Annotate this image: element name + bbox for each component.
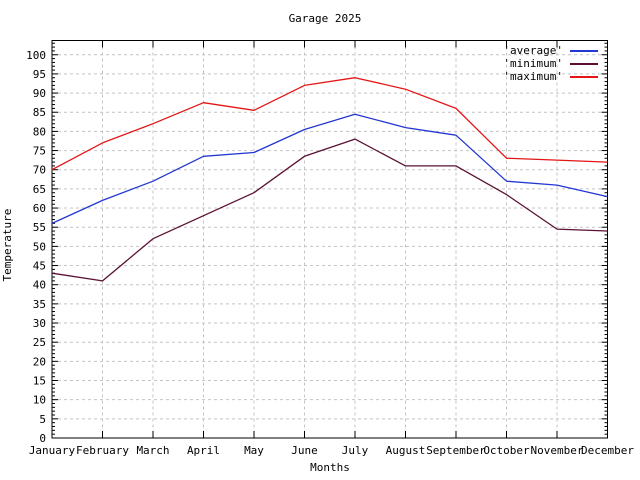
x-tick-labels: January February March April May June July Augu… xyxy=(29,444,635,457)
y-tick-label: 90 xyxy=(33,87,46,100)
legend-item-average: 'average' xyxy=(503,44,598,57)
x-tick-label: January xyxy=(29,444,76,457)
y-tick-label: 100 xyxy=(26,49,46,62)
y-tick-label: 75 xyxy=(33,145,46,158)
legend-label: 'maximum' xyxy=(503,70,563,83)
legend-label: 'average' xyxy=(503,44,563,57)
y-tick-label: 35 xyxy=(33,298,46,311)
x-tick-label: June xyxy=(291,444,318,457)
x-tick-label: September xyxy=(426,444,486,457)
series-line-minimum xyxy=(51,138,608,282)
y-tick-label: 80 xyxy=(33,125,46,138)
legend-line-sample xyxy=(570,49,598,52)
y-tick-label: 95 xyxy=(33,68,46,81)
x-tick-label: October xyxy=(483,444,530,457)
legend-line-sample xyxy=(570,62,598,65)
legend-label: 'minimum' xyxy=(503,57,563,70)
y-tick-label: 85 xyxy=(33,106,46,119)
series-line-maximum xyxy=(51,77,608,171)
y-tick-label: 5 xyxy=(39,413,46,426)
y-tick-label: 0 xyxy=(39,432,46,445)
x-tick-label: August xyxy=(386,444,426,457)
x-tick-label: July xyxy=(342,444,369,457)
x-tick-label: December xyxy=(581,444,634,457)
y-tick-label: 15 xyxy=(33,375,46,388)
legend-line-sample xyxy=(570,75,598,78)
x-axis-title: Months xyxy=(310,461,350,474)
legend-item-minimum: 'minimum' xyxy=(503,57,598,70)
legend-item-maximum: 'maximum' xyxy=(503,70,598,83)
x-tick-label: March xyxy=(136,444,169,457)
y-tick-label: 30 xyxy=(33,317,46,330)
y-tick-label: 60 xyxy=(33,202,46,215)
x-tick-label: April xyxy=(187,444,220,457)
axis-ticks xyxy=(51,40,608,439)
x-tick-label: February xyxy=(76,444,129,457)
y-tick-label: 25 xyxy=(33,336,46,349)
plot-border xyxy=(51,40,608,439)
y-tick-labels: 0 5 10 15 20 25 30 35 40 45 50 55 60 65 70 75 80 85 90 95 10… xyxy=(26,49,46,445)
gridlines xyxy=(52,40,608,438)
y-tick-label: 65 xyxy=(33,183,46,196)
y-tick-label: 55 xyxy=(33,221,46,234)
y-tick-label: 70 xyxy=(33,164,46,177)
x-tick-label: November xyxy=(531,444,584,457)
chart-title: Garage 2025 xyxy=(288,12,362,25)
y-tick-label: 50 xyxy=(33,240,46,253)
y-tick-label: 45 xyxy=(33,260,46,273)
legend: 'average''minimum''maximum' xyxy=(503,44,598,83)
y-tick-label: 40 xyxy=(33,279,46,292)
y-tick-label: 10 xyxy=(33,394,46,407)
series-line-average xyxy=(51,113,608,224)
y-tick-label: 20 xyxy=(33,355,46,368)
x-tick-label: May xyxy=(244,444,264,457)
